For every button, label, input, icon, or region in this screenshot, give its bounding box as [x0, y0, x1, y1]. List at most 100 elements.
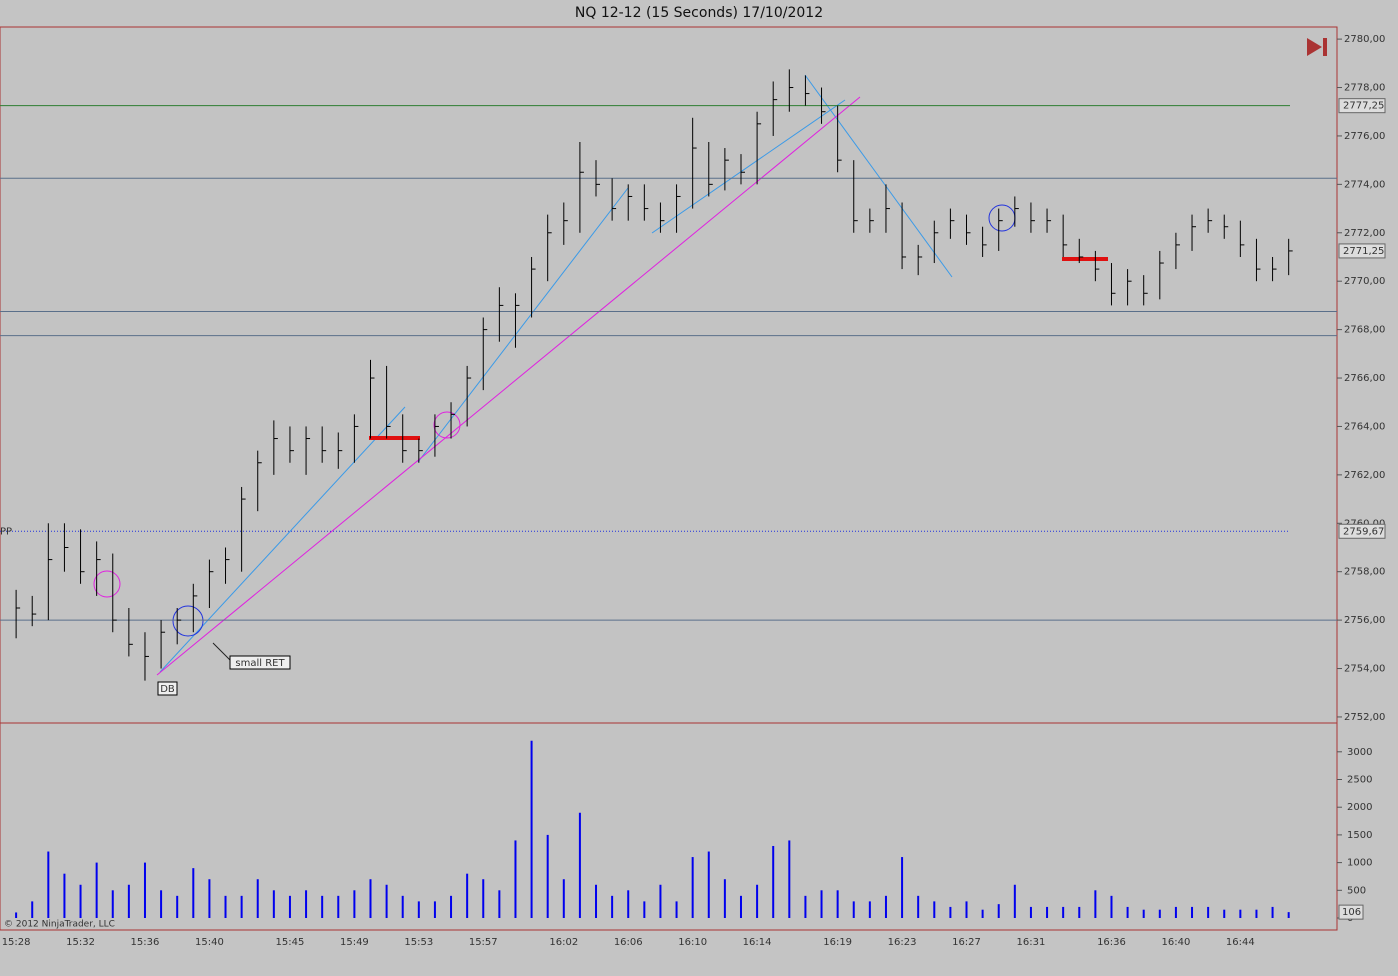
- volume-bar: [1158, 909, 1161, 918]
- volume-label: 106: [1342, 907, 1361, 918]
- volume-bar: [482, 879, 485, 918]
- last-price-box: [1338, 243, 1386, 259]
- x-tick-label: 15:57: [469, 937, 498, 948]
- annotation-box: [229, 655, 291, 670]
- volume-bar: [1094, 890, 1097, 918]
- volume-bar: [31, 901, 34, 918]
- play-button-bar[interactable]: [1323, 38, 1327, 56]
- volume-bar: [836, 890, 839, 918]
- x-tick-label: 15:53: [404, 937, 433, 948]
- x-tick-label: 16:06: [614, 937, 643, 948]
- volume-bar: [1223, 909, 1226, 918]
- x-tick-label: 16:14: [743, 937, 772, 948]
- y-tick-label: 2000: [1347, 802, 1372, 813]
- volume-bar: [627, 890, 630, 918]
- price-label-box: [1338, 523, 1386, 539]
- volume-bar: [321, 895, 324, 918]
- volume-bar: [256, 879, 259, 918]
- x-tick-label: 15:36: [131, 937, 160, 948]
- volume-bar: [723, 879, 726, 918]
- volume-bar: [466, 873, 469, 918]
- volume-bar: [111, 890, 114, 918]
- volume-bar: [756, 884, 759, 918]
- y-tick-label: 3000: [1347, 747, 1372, 758]
- y-tick-label: 2778,00: [1344, 83, 1385, 94]
- volume-bar: [79, 884, 82, 918]
- y-tick-label: 2768,00: [1344, 325, 1385, 336]
- volume-bar: [1126, 906, 1129, 918]
- volume-bar: [933, 901, 936, 918]
- y-tick-label: 2772,00: [1344, 228, 1385, 239]
- volume-bar: [820, 890, 823, 918]
- x-tick-label: 15:49: [340, 937, 369, 948]
- volume-bar: [514, 840, 517, 918]
- chart-title: NQ 12-12 (15 Seconds) 17/10/2012: [575, 5, 823, 21]
- volume-bar: [884, 895, 887, 918]
- volume-bar: [143, 862, 146, 918]
- x-tick-label: 15:32: [66, 937, 95, 948]
- y-tick-label: 1000: [1347, 858, 1372, 869]
- play-button[interactable]: [1307, 38, 1322, 56]
- y-tick-label: 2764,00: [1344, 421, 1385, 432]
- volume-bar: [578, 812, 581, 918]
- volume-bar: [127, 884, 130, 918]
- volume-bar: [707, 851, 710, 918]
- volume-bar: [804, 895, 807, 918]
- x-tick-label: 15:45: [276, 937, 305, 948]
- volume-bar: [337, 895, 340, 918]
- x-tick-label: 16:31: [1017, 937, 1046, 948]
- volume-bar: [288, 895, 291, 918]
- volume-bar: [63, 873, 66, 918]
- x-tick-label: 16:23: [888, 937, 917, 948]
- volume-bar: [353, 890, 356, 918]
- y-tick-label: 2766,00: [1344, 373, 1385, 384]
- volume-bar: [1142, 909, 1145, 918]
- volume-bar: [852, 901, 855, 918]
- volume-bar: [433, 901, 436, 918]
- volume-bar: [917, 895, 920, 918]
- trend-line: [804, 74, 953, 278]
- copyright: © 2012 NinjaTrader, LLC: [4, 920, 115, 930]
- volume-bar: [981, 909, 984, 918]
- level-name: PP: [0, 526, 12, 537]
- y-tick-label: 2780,00: [1344, 34, 1385, 45]
- volume-bar: [1062, 906, 1065, 918]
- x-tick-label: 16:27: [952, 937, 981, 948]
- volume-pane: [0, 722, 1338, 931]
- volume-bar: [240, 895, 243, 918]
- volume-bar: [595, 884, 598, 918]
- volume-bar: [1271, 906, 1274, 918]
- price-label: 2777,25: [1343, 101, 1384, 112]
- volume-bar: [450, 895, 453, 918]
- volume-bar: [385, 884, 388, 918]
- x-tick-label: 16:19: [823, 937, 852, 948]
- price-label: 2759,67: [1343, 526, 1384, 537]
- price-pane: [0, 26, 1338, 724]
- x-tick-label: 16:10: [678, 937, 707, 948]
- volume-bar: [192, 868, 195, 918]
- y-tick-label: 500: [1347, 885, 1366, 896]
- volume-bar: [224, 895, 227, 918]
- x-tick-label: 15:28: [2, 937, 31, 948]
- circle-marker: [93, 570, 121, 598]
- price-label-box: [1338, 98, 1386, 114]
- volume-bar: [901, 857, 904, 918]
- trend-line: [159, 406, 406, 673]
- y-tick-label: 2752,00: [1344, 712, 1385, 723]
- volume-bar: [611, 895, 614, 918]
- volume-bar: [15, 912, 18, 918]
- y-tick-label: 2774,00: [1344, 179, 1385, 190]
- volume-bar: [1029, 906, 1032, 918]
- leader-line: [212, 642, 231, 661]
- annotation-box: [157, 681, 178, 696]
- y-tick-label: 2754,00: [1344, 664, 1385, 675]
- y-tick-label: 2758,00: [1344, 567, 1385, 578]
- volume-bar: [691, 857, 694, 918]
- x-tick-label: 16:02: [549, 937, 578, 948]
- annotation: small RET: [235, 658, 285, 669]
- volume-bar: [1191, 906, 1194, 918]
- volume-bar: [417, 901, 420, 918]
- x-tick-label: 16:44: [1226, 937, 1255, 948]
- volume-bar: [1078, 906, 1081, 918]
- volume-bar: [546, 834, 549, 918]
